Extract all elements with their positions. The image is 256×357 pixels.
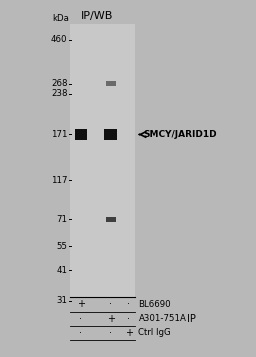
Text: ·: · <box>109 300 112 310</box>
Text: IP: IP <box>187 314 196 324</box>
Text: ·: · <box>127 314 130 324</box>
Text: 55: 55 <box>57 242 68 251</box>
Text: 117: 117 <box>51 176 68 185</box>
Text: 238: 238 <box>51 89 68 98</box>
Text: ·: · <box>80 314 82 324</box>
Text: 31: 31 <box>57 296 68 305</box>
Text: +: + <box>125 328 133 338</box>
Text: IP/WB: IP/WB <box>81 11 113 21</box>
Bar <box>104 129 117 140</box>
Bar <box>70 24 135 297</box>
Bar <box>106 217 116 222</box>
Text: +: + <box>77 300 85 310</box>
Text: Ctrl IgG: Ctrl IgG <box>138 328 171 337</box>
Text: SMCY/JARID1D: SMCY/JARID1D <box>143 130 217 139</box>
Text: 460: 460 <box>51 35 68 44</box>
Bar <box>106 81 116 86</box>
Text: kDa: kDa <box>52 14 69 22</box>
Text: 268: 268 <box>51 79 68 88</box>
Text: ·: · <box>127 300 130 310</box>
Text: BL6690: BL6690 <box>138 300 171 309</box>
Text: 171: 171 <box>51 130 68 139</box>
Text: ·: · <box>80 328 82 338</box>
Text: 41: 41 <box>57 266 68 275</box>
Text: 71: 71 <box>57 215 68 224</box>
Text: +: + <box>107 314 115 324</box>
Text: A301-751A: A301-751A <box>138 314 186 323</box>
Bar <box>74 129 88 140</box>
Text: ·: · <box>109 328 112 338</box>
